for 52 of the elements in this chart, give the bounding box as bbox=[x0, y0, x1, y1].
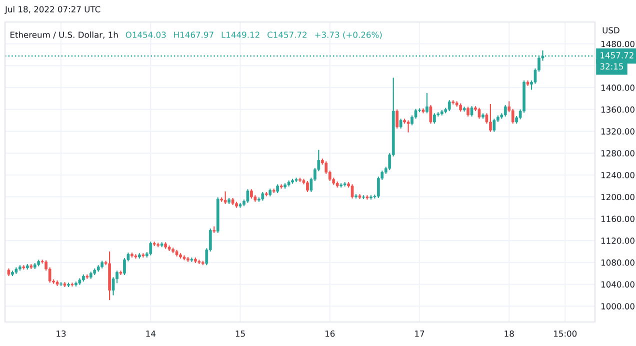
y-tick-label: 1400.00 bbox=[601, 84, 634, 91]
candlestick bbox=[448, 100, 451, 112]
candlestick bbox=[406, 120, 410, 133]
y-tick-label: 1480.00 bbox=[601, 40, 634, 48]
candlestick bbox=[478, 107, 481, 120]
candlestick bbox=[492, 118, 496, 132]
text: Ethereum / U.S. Dollar, 1h bbox=[10, 31, 118, 39]
annotation: C1457.72 bbox=[268, 32, 306, 38]
annotation: O1454.03 bbox=[126, 32, 166, 38]
candlestick bbox=[470, 106, 474, 118]
candlestick bbox=[396, 108, 399, 130]
y-tick-label: 1160.00 bbox=[601, 216, 634, 222]
x-tick-label: 16 bbox=[325, 330, 335, 337]
candlestick bbox=[489, 103, 492, 132]
y-tick-label: 1240.00 bbox=[601, 172, 634, 178]
candlestick bbox=[246, 188, 250, 204]
y-tick-label: 1000.00 bbox=[601, 303, 634, 310]
x-tick-label: 15 bbox=[236, 330, 245, 337]
candlestick bbox=[119, 270, 122, 276]
y-axis-title: USD bbox=[602, 27, 620, 34]
candlestick bbox=[504, 104, 507, 118]
x-tick-label: 13 bbox=[56, 330, 66, 337]
candlestick bbox=[190, 256, 194, 262]
annotation: +3.73 (+0.26%) bbox=[315, 31, 382, 39]
candlestick bbox=[466, 106, 470, 118]
candlestick bbox=[224, 190, 227, 205]
x-tick-label: 18 bbox=[504, 330, 514, 337]
candlestick bbox=[350, 184, 354, 200]
y-tick-label: 1320.00 bbox=[601, 128, 634, 135]
x-tick-label: 14 bbox=[146, 330, 156, 337]
candlestick bbox=[433, 112, 436, 124]
x-tick-label: 17 bbox=[415, 330, 424, 337]
y-tick-label: 1280.00 bbox=[601, 150, 634, 156]
candlestick bbox=[149, 241, 152, 256]
y-tick-label: 1200.00 bbox=[601, 194, 634, 200]
annotation: L1449.12 bbox=[222, 32, 260, 38]
candlestick bbox=[306, 180, 309, 192]
candlestick bbox=[426, 92, 428, 114]
candlestick bbox=[511, 108, 514, 124]
y-tick-label: 1120.00 bbox=[601, 238, 634, 244]
candlestick bbox=[429, 104, 432, 124]
text: Jul 18, 2022 07:27 UTC bbox=[4, 6, 100, 14]
y-tick-label: 1360.00 bbox=[601, 106, 634, 113]
candlestick bbox=[399, 118, 402, 130]
y-tick-label: 1080.00 bbox=[601, 259, 634, 266]
annotation: H1467.97 bbox=[174, 32, 214, 38]
candlestick bbox=[70, 282, 74, 288]
x-tick-label: 15:00 bbox=[554, 330, 577, 337]
candlestick bbox=[250, 188, 253, 200]
text: 32:15 bbox=[600, 63, 624, 70]
y-tick-label: 1040.00 bbox=[601, 281, 634, 288]
ref-line-label: 1457.72 bbox=[600, 52, 634, 58]
